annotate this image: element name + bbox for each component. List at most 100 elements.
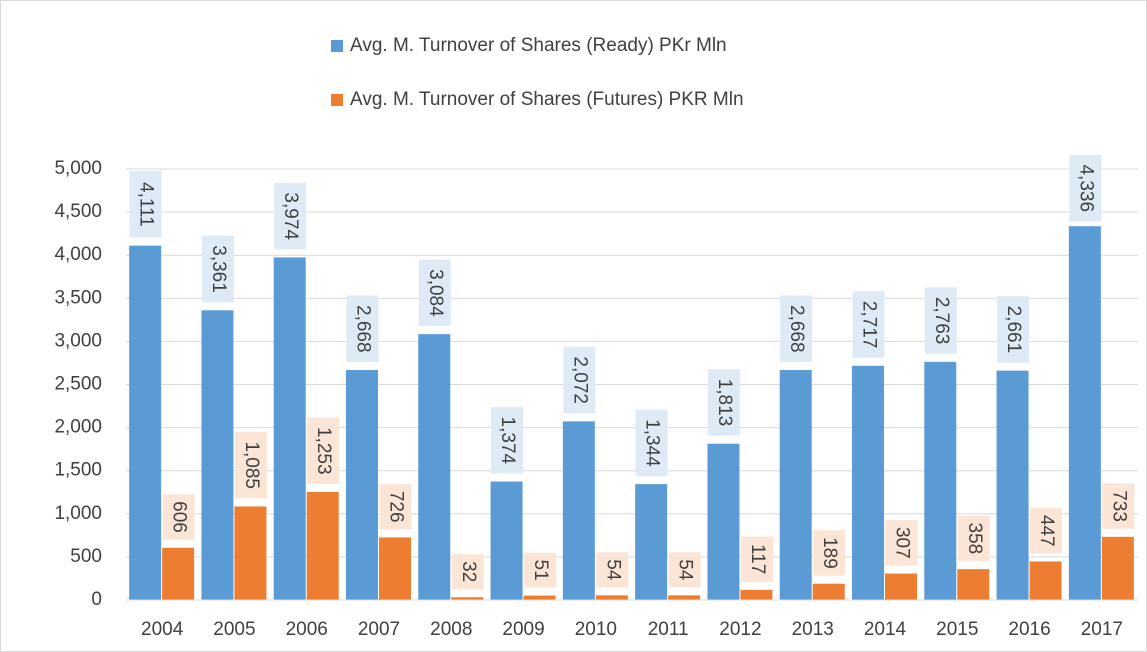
data-label: 3,361 bbox=[201, 235, 234, 303]
x-tick-label: 2008 bbox=[430, 619, 472, 640]
bar bbox=[635, 484, 668, 600]
data-label-text: 4,336 bbox=[1075, 164, 1096, 212]
legend-swatch bbox=[331, 40, 343, 52]
data-label-box bbox=[234, 431, 267, 499]
data-label: 307 bbox=[885, 520, 918, 566]
data-label: 2,717 bbox=[852, 291, 885, 358]
bar bbox=[668, 595, 701, 600]
y-tick-label: 2,500 bbox=[54, 374, 102, 395]
data-label-text: 54 bbox=[602, 559, 623, 581]
data-label-box bbox=[1102, 483, 1135, 529]
data-label: 1,813 bbox=[707, 369, 740, 436]
data-label: 1,344 bbox=[635, 409, 668, 477]
y-tick-label: 3,500 bbox=[54, 287, 102, 308]
data-label-text: 307 bbox=[891, 527, 912, 559]
x-tick-label: 2005 bbox=[213, 619, 255, 640]
data-label-text: 2,717 bbox=[858, 301, 879, 349]
data-label: 54 bbox=[668, 552, 701, 588]
data-label-box bbox=[852, 291, 885, 358]
data-label-text: 117 bbox=[747, 544, 768, 574]
x-tick-label: 2015 bbox=[936, 619, 978, 640]
x-tick-label: 2017 bbox=[1081, 619, 1123, 640]
data-label-box bbox=[346, 295, 379, 363]
data-label: 2,072 bbox=[563, 346, 596, 414]
bar bbox=[595, 595, 628, 600]
data-label-text: 1,374 bbox=[497, 417, 518, 465]
legend-label: Avg. M. Turnover of Shares (Ready) PKr M… bbox=[350, 35, 727, 56]
data-label-text: 447 bbox=[1036, 515, 1057, 547]
bar bbox=[779, 370, 812, 600]
data-label-text: 189 bbox=[819, 537, 840, 569]
data-label: 2,668 bbox=[780, 295, 813, 363]
data-label-text: 2,763 bbox=[931, 297, 952, 345]
data-label: 4,336 bbox=[1069, 155, 1102, 222]
data-label-text: 1,085 bbox=[241, 441, 262, 489]
y-tick-label: 500 bbox=[70, 546, 102, 567]
y-tick-label: 1,000 bbox=[54, 503, 102, 524]
bar bbox=[451, 597, 484, 600]
data-label: 726 bbox=[379, 483, 412, 530]
data-label: 54 bbox=[596, 552, 629, 588]
data-label-box bbox=[668, 552, 701, 588]
bar bbox=[1101, 536, 1134, 600]
bar bbox=[490, 481, 523, 600]
data-label: 51 bbox=[524, 552, 557, 588]
x-tick-label: 2011 bbox=[648, 619, 689, 640]
bar bbox=[273, 257, 306, 600]
x-tick-label: 2007 bbox=[358, 619, 400, 640]
data-label-text: 358 bbox=[964, 523, 985, 555]
bar bbox=[306, 491, 339, 600]
data-label-text: 2,668 bbox=[786, 305, 807, 353]
data-label: 189 bbox=[813, 530, 846, 576]
data-label-box bbox=[813, 530, 846, 576]
data-label-text: 51 bbox=[530, 560, 551, 581]
data-label-text: 2,072 bbox=[569, 356, 590, 404]
data-label: 2,763 bbox=[924, 287, 957, 354]
x-tick-label: 2010 bbox=[575, 619, 617, 640]
bar bbox=[129, 245, 162, 600]
data-label-box bbox=[129, 171, 162, 238]
data-label-box bbox=[307, 417, 340, 484]
data-label-box bbox=[707, 369, 740, 436]
data-label: 2,661 bbox=[997, 296, 1030, 363]
data-label-text: 3,084 bbox=[425, 269, 446, 317]
data-label-text: 54 bbox=[675, 559, 696, 581]
bar bbox=[418, 334, 451, 600]
y-tick-label: 5,000 bbox=[54, 158, 102, 179]
bar bbox=[201, 310, 234, 600]
data-label-box bbox=[1069, 155, 1102, 222]
data-label-box bbox=[957, 515, 990, 562]
data-label: 3,084 bbox=[418, 259, 451, 327]
data-label-box bbox=[740, 536, 773, 582]
x-tick-label: 2013 bbox=[792, 619, 834, 640]
data-label-box bbox=[635, 409, 668, 477]
legend-swatch bbox=[331, 94, 343, 106]
bar bbox=[1029, 561, 1062, 600]
data-label: 733 bbox=[1102, 483, 1135, 529]
data-label-text: 733 bbox=[1108, 490, 1129, 522]
data-label-text: 1,813 bbox=[714, 379, 735, 427]
bar bbox=[707, 443, 740, 600]
bar bbox=[885, 573, 917, 600]
data-label-text: 726 bbox=[385, 491, 406, 523]
data-label-text: 1,253 bbox=[313, 427, 334, 475]
data-label-text: 3,361 bbox=[208, 245, 229, 293]
data-label-box bbox=[924, 287, 957, 354]
bar bbox=[996, 370, 1029, 600]
data-label: 4,111 bbox=[129, 171, 162, 238]
bar bbox=[740, 589, 773, 600]
bar bbox=[1068, 226, 1101, 600]
bar bbox=[562, 421, 595, 600]
data-label: 1,085 bbox=[234, 431, 267, 499]
data-label-box bbox=[274, 182, 307, 250]
bar bbox=[924, 361, 957, 600]
x-tick-label: 2009 bbox=[502, 619, 544, 640]
bar bbox=[379, 537, 411, 600]
data-label-box bbox=[379, 483, 412, 530]
data-label-box bbox=[451, 554, 484, 590]
y-tick-label: 4,500 bbox=[54, 201, 102, 222]
data-label-text: 2,661 bbox=[1003, 306, 1024, 354]
data-label-box bbox=[563, 346, 596, 414]
data-label-box bbox=[524, 552, 557, 588]
